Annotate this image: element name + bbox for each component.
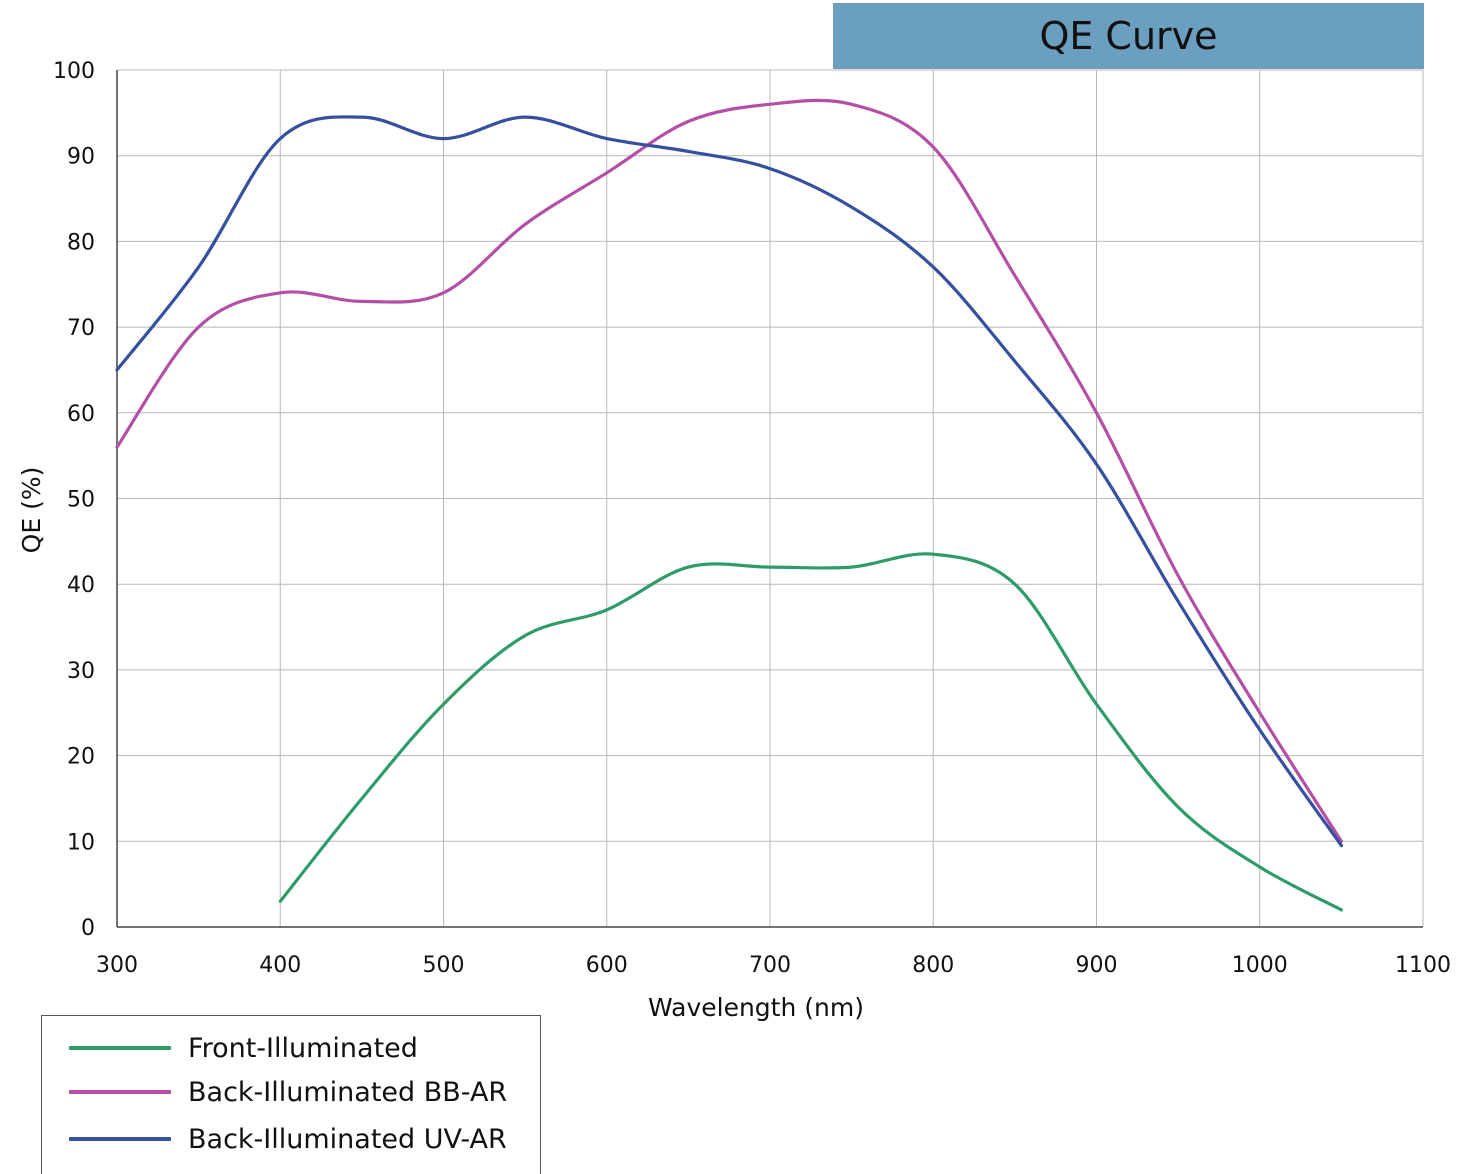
y-tick-label: 30 (67, 659, 95, 684)
legend-swatch-uvar (69, 1137, 171, 1141)
y-tick-label: 20 (67, 745, 95, 770)
legend-label-bbar: Back-Illuminated BB-AR (188, 1077, 507, 1108)
x-axis-title: Wavelength (nm) (648, 993, 864, 1022)
legend-item-back-illuminated-bb-ar: Back-Illuminated BB-AR (69, 1074, 507, 1110)
x-tick-labels: 300 400 500 600 700 800 900 1000 1100 (96, 953, 1451, 978)
legend-item-back-illuminated-uv-ar: Back-Illuminated UV-AR (69, 1121, 507, 1157)
legend: Front-Illuminated Back-Illuminated BB-AR… (41, 1015, 541, 1174)
x-tick-label: 400 (259, 953, 301, 978)
legend-label-uvar: Back-Illuminated UV-AR (188, 1124, 507, 1155)
x-tick-label: 500 (423, 953, 465, 978)
y-tick-label: 0 (81, 916, 95, 941)
y-tick-label: 40 (67, 573, 95, 598)
series-lines (117, 100, 1341, 910)
legend-swatch-front (69, 1046, 171, 1050)
legend-label-front: Front-Illuminated (188, 1033, 418, 1064)
chart-title-text: QE Curve (1039, 14, 1217, 58)
y-tick-label: 100 (53, 59, 95, 84)
y-tick-label: 50 (67, 488, 95, 513)
y-tick-label: 70 (67, 316, 95, 341)
y-tick-labels: 0 10 20 30 40 50 60 70 80 90 100 (53, 59, 95, 941)
x-tick-label: 1100 (1395, 953, 1451, 978)
y-tick-label: 60 (67, 402, 95, 427)
y-axis-title: QE (%) (17, 467, 46, 554)
legend-swatch-bbar (69, 1090, 171, 1094)
x-tick-label: 600 (586, 953, 628, 978)
y-tick-label: 10 (67, 830, 95, 855)
x-tick-label: 800 (912, 953, 954, 978)
legend-item-front-illuminated: Front-Illuminated (69, 1030, 418, 1066)
chart-title: QE Curve (833, 3, 1424, 69)
series-line-back-illuminated-bb-ar (117, 100, 1341, 841)
y-tick-label: 90 (67, 145, 95, 170)
series-line-back-illuminated-uv-ar (117, 117, 1341, 846)
gridlines (117, 70, 1423, 927)
y-tick-label: 80 (67, 230, 95, 255)
x-tick-label: 1000 (1232, 953, 1288, 978)
x-tick-label: 700 (749, 953, 791, 978)
x-tick-label: 300 (96, 953, 138, 978)
x-tick-label: 900 (1076, 953, 1118, 978)
